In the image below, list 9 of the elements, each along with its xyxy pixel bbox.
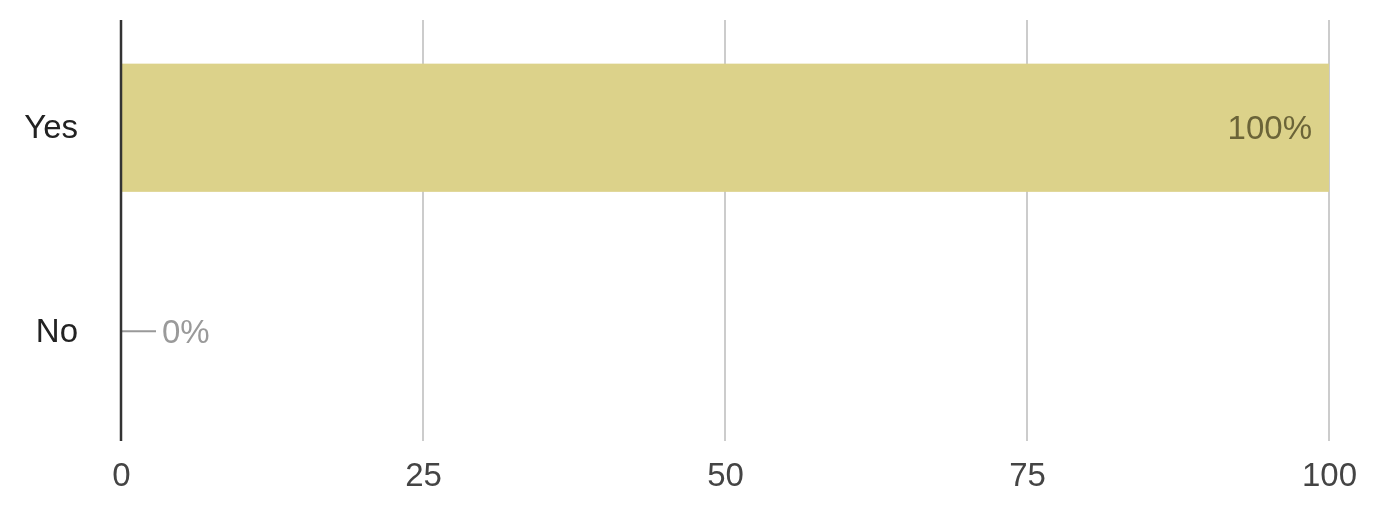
- data-label: 0%: [162, 312, 210, 350]
- y-tick-label: Yes: [24, 108, 78, 146]
- data-label: 100%: [1227, 109, 1312, 147]
- x-tick-label: 25: [405, 456, 442, 494]
- x-tick-label: 100: [1301, 456, 1358, 494]
- x-tick-label: 50: [707, 456, 744, 494]
- x-tick-label: 75: [1009, 456, 1046, 494]
- y-tick-label: No: [35, 311, 78, 349]
- x-tick-label: 0: [112, 456, 131, 494]
